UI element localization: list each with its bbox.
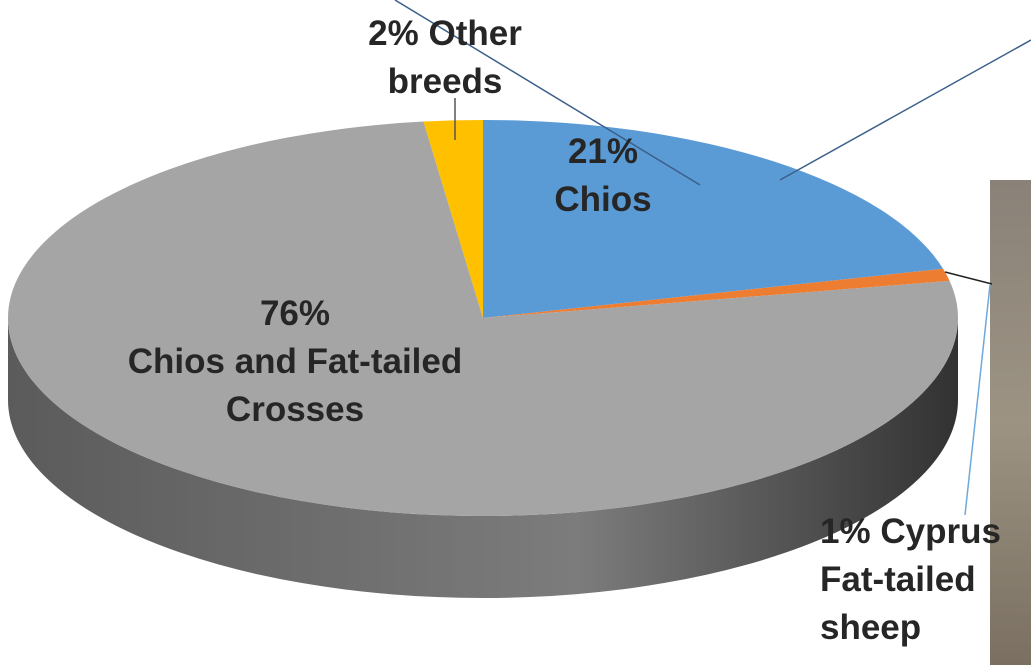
- leader-line: [944, 271, 993, 285]
- leader-line: [394, 0, 701, 186]
- value-label: 2%: [368, 14, 419, 53]
- pie-slice: [423, 120, 483, 318]
- data-label: 1% Cyprus Fat-tailed sheep: [820, 508, 1031, 652]
- pie-slice: [7, 121, 959, 517]
- value-label: 76%: [259, 294, 331, 333]
- category-label: Other breeds: [387, 14, 522, 101]
- pie: [7, 120, 959, 598]
- pie-side: [8, 318, 958, 598]
- data-label: 76% Chios and Fat-tailed Crosses: [120, 290, 470, 434]
- category-label: Cyprus Fat-tailed sheep: [820, 512, 1001, 647]
- pie-slice: [483, 268, 950, 318]
- leader-line: [779, 39, 1031, 181]
- pie-slice: [483, 120, 944, 318]
- category-label: Chios and Fat-tailed Crosses: [127, 342, 463, 429]
- category-label: Chios: [554, 180, 652, 219]
- data-label: 21% Chios: [528, 128, 678, 224]
- value-label: 21%: [567, 132, 639, 171]
- leader-line: [964, 284, 991, 516]
- data-label: 2% Other breeds: [320, 10, 570, 106]
- value-label: 1%: [820, 512, 871, 551]
- leader-lines: [394, 0, 1031, 516]
- photo: [990, 180, 1031, 665]
